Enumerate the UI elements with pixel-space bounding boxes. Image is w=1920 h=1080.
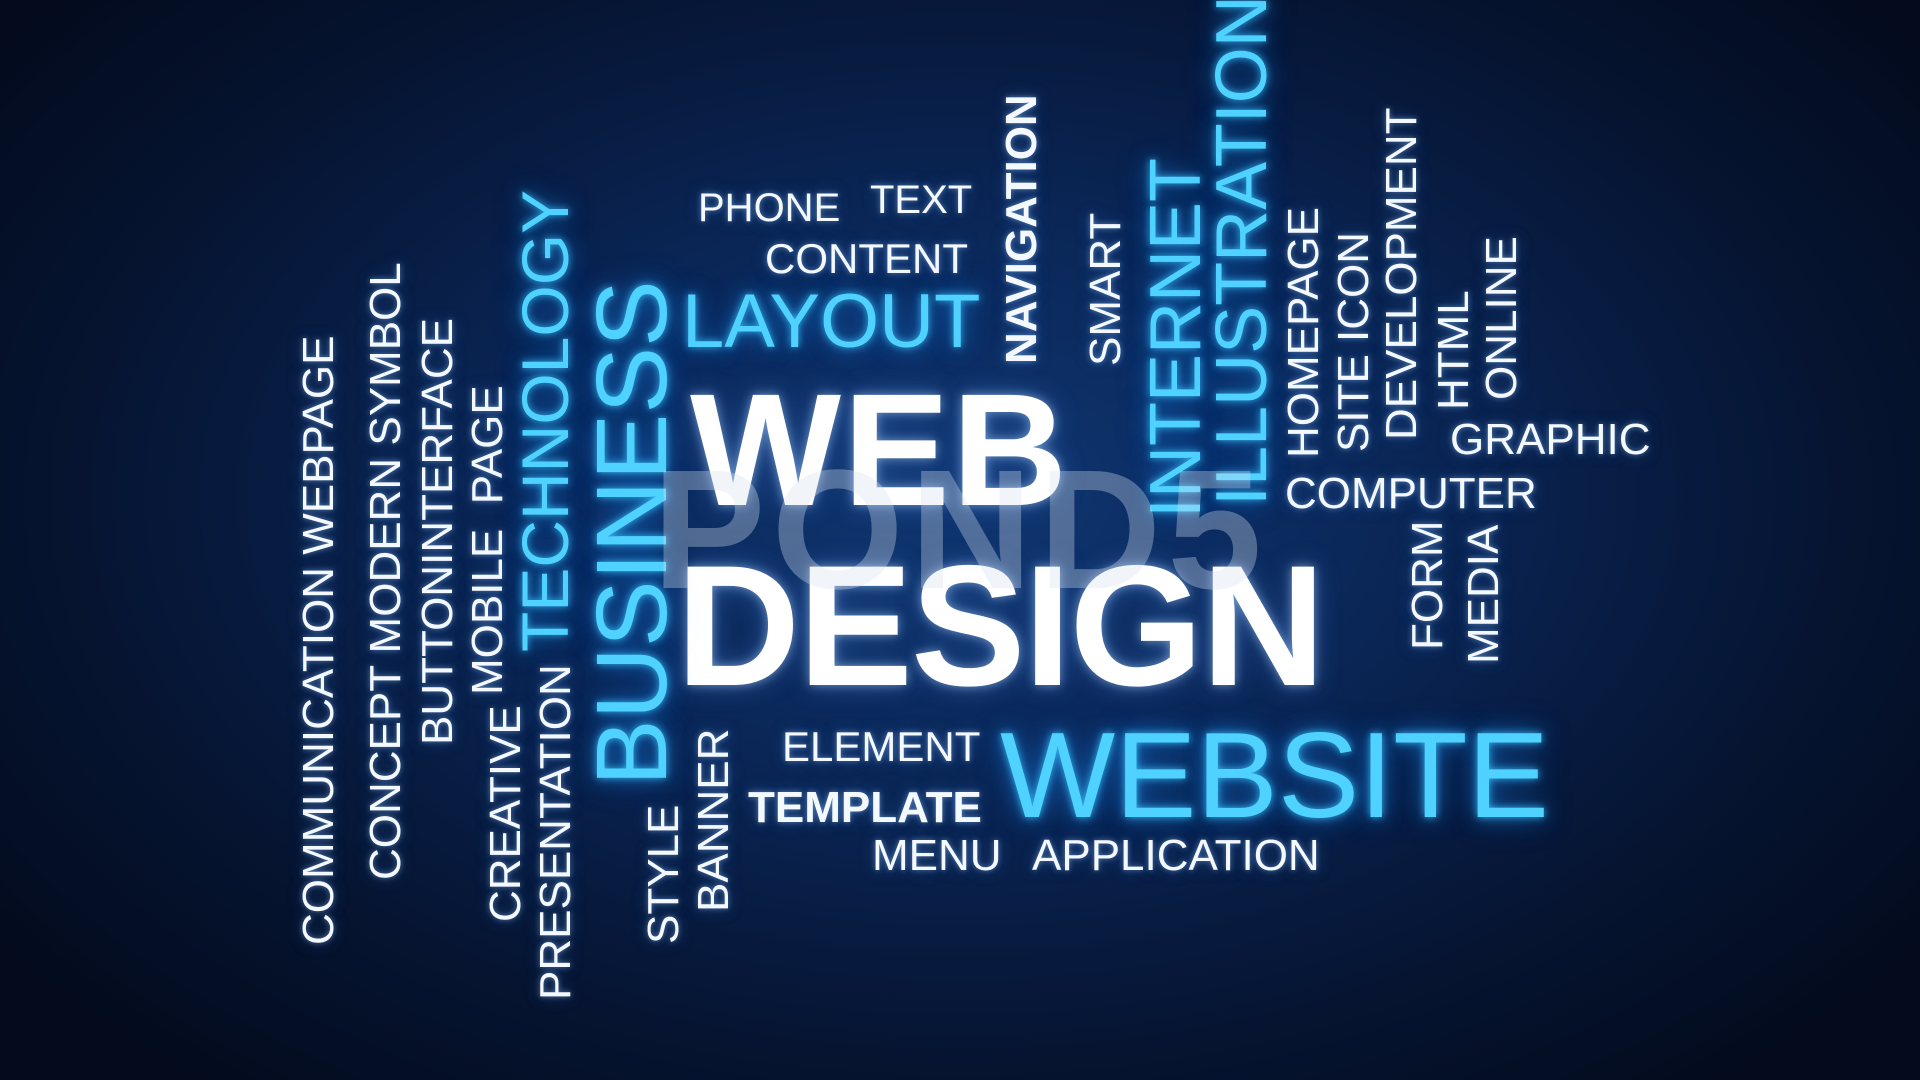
word-navigation: NAVIGATION [997, 94, 1046, 364]
headline-design: DESIGN [676, 530, 1325, 722]
word-concept: CONCEPT [361, 665, 410, 880]
word-style: STYLE [639, 804, 688, 944]
word-modern: MODERN [361, 457, 410, 654]
word-mobile: MOBILE [463, 528, 512, 695]
word-illustration: ILLUSTRATION [1202, 0, 1282, 506]
word-site-icon: SITE ICON [1329, 231, 1378, 452]
word-graphic: GRAPHIC [1450, 415, 1651, 464]
word-button: BUTTON [413, 564, 462, 745]
headline-web: WEB [690, 360, 1070, 539]
word-online: ONLINE [1477, 236, 1526, 400]
word-html: HTML [1429, 290, 1478, 410]
word-computer: COMPUTER [1285, 469, 1537, 518]
word-symbol: SYMBOL [361, 262, 410, 446]
word-form: FORM [1403, 520, 1452, 650]
word-text: TEXT [870, 178, 973, 222]
word-development: DEVELOPMENT [1377, 107, 1426, 440]
word-communication: COMMUNICATION [294, 566, 343, 945]
word-layout: LAYOUT [682, 279, 981, 364]
word-website: WEBSITE [1000, 707, 1550, 843]
word-banner: BANNER [689, 728, 738, 912]
word-smart: SMART [1081, 212, 1130, 366]
word-concept-modern-symbol: CONCEPT MODERN SYMBOL [361, 262, 410, 880]
word-webpage: WEBPAGE [294, 335, 343, 555]
word-presentation: PRESENTATION [531, 664, 580, 1000]
word-content: CONTENT [765, 235, 968, 282]
word-button-interface: BUTTONINTERFACE [413, 317, 462, 745]
word-media: MEDIA [1459, 524, 1508, 664]
word-element: ELEMENT [782, 723, 981, 770]
word-template: TEMPLATE [748, 783, 982, 832]
word-homepage: HOMEPAGE [1279, 206, 1328, 458]
watermark-text: POND5 [652, 435, 1268, 625]
word-creative: CREATIVE [481, 705, 530, 922]
word-application: APPLICATION [1032, 831, 1320, 880]
word-page: PAGE [463, 385, 512, 505]
word-menu: MENU [872, 831, 1002, 880]
word-communication-webpage: COMMUNICATION WEBPAGE [294, 335, 343, 945]
word-technology: TECHNOLOGY [508, 189, 582, 652]
word-mobile-page: MOBILE PAGE [463, 385, 512, 695]
word-interface: INTERFACE [413, 317, 462, 565]
word-phone: PHONE [698, 186, 841, 230]
